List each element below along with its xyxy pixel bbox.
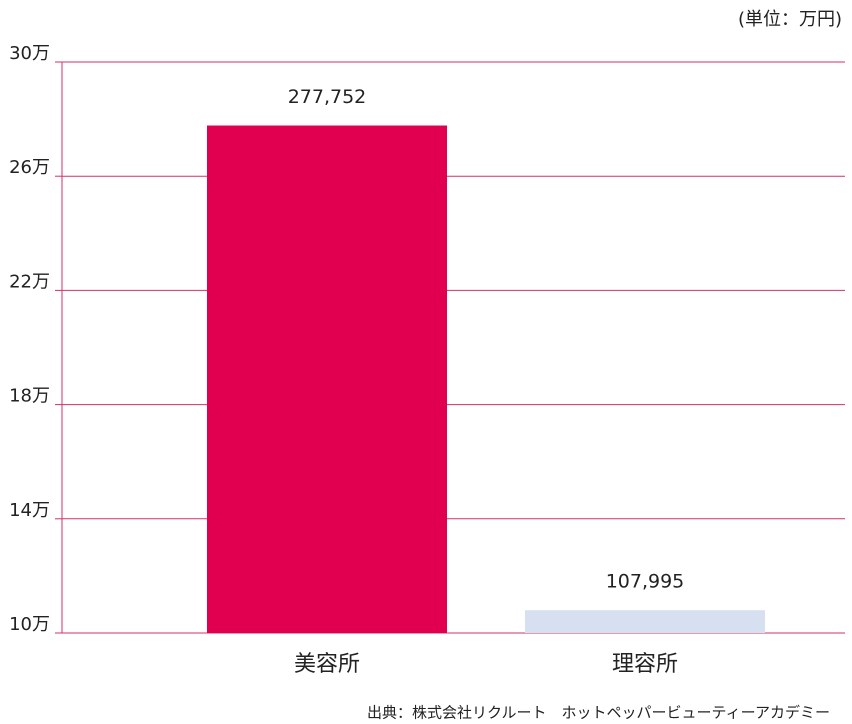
- unit-label: (単位：万円): [738, 9, 842, 30]
- y-tick-label: 10万: [9, 614, 50, 635]
- y-tick-label: 22万: [9, 271, 50, 292]
- y-tick-label: 18万: [9, 386, 50, 407]
- source-note: 出典：株式会社リクルート ホットペッパービューティーアカデミー: [367, 704, 830, 722]
- x-tick-label: 理容所: [612, 652, 678, 677]
- bar: [207, 125, 447, 634]
- y-tick-label: 14万: [9, 500, 50, 521]
- x-tick-label: 美容所: [294, 652, 360, 677]
- y-tick-label: 26万: [9, 157, 50, 178]
- y-tick-label: 30万: [9, 43, 50, 64]
- value-label: 107,995: [606, 571, 685, 593]
- value-label: 277,752: [288, 86, 367, 108]
- bar: [525, 610, 765, 633]
